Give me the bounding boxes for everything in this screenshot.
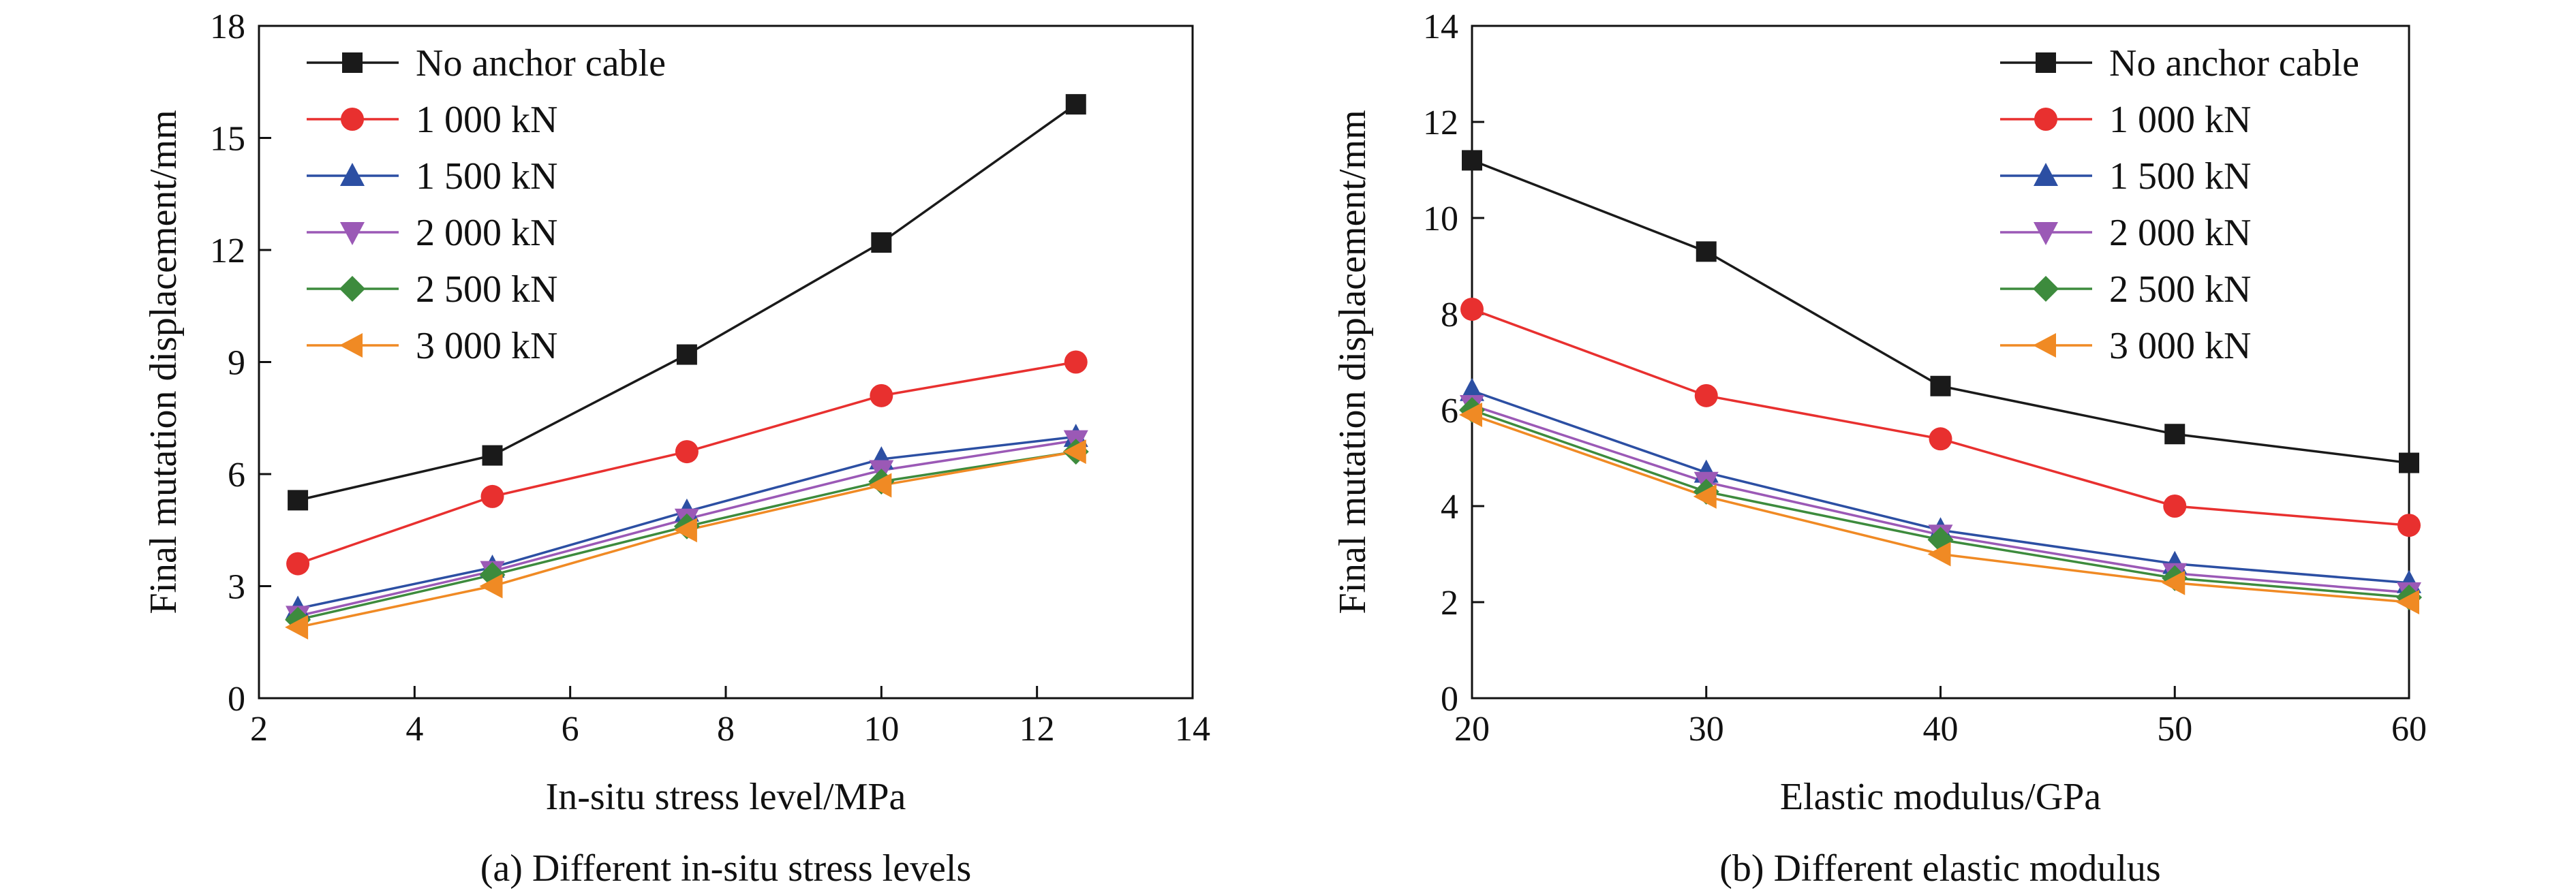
legend-label: 1 000 kN (2109, 99, 2251, 141)
legend-label: 3 000 kN (416, 325, 557, 367)
data-point (871, 232, 892, 253)
data-point (1696, 241, 1717, 262)
data-point (2164, 424, 2186, 445)
x-tick-label: 10 (863, 710, 899, 749)
y-tick-label: 15 (210, 120, 245, 159)
legend-marker (2033, 333, 2056, 358)
chart-b: 20 30 40 50 60 0 2 4 6 8 10 12 14 Elastic modulus/GPa… (1332, 7, 2427, 890)
data-point (1460, 297, 1484, 321)
x-tick-label: 14 (1175, 710, 1210, 749)
data-point (2162, 570, 2186, 595)
y-tick-label: 6 (228, 456, 245, 495)
legend-marker (2033, 276, 2059, 302)
legend-marker (341, 108, 364, 131)
data-point (1462, 150, 1482, 171)
legend-marker (342, 52, 363, 73)
x-tick-label: 60 (2391, 710, 2427, 749)
chart-caption: (b) Different elastic modulus (1719, 847, 2160, 890)
legend-marker (340, 163, 365, 186)
y-tick-label: 4 (1441, 488, 1458, 527)
legend-label: 1 000 kN (416, 99, 557, 141)
data-point (1927, 542, 1951, 567)
data-point (870, 383, 893, 407)
legend-marker (339, 276, 365, 302)
series-line (1471, 308, 2410, 527)
y-tick-label: 0 (228, 680, 245, 719)
y-tick-label: 8 (1441, 296, 1458, 334)
data-point (482, 445, 503, 466)
legend-label: 1 500 kN (416, 155, 557, 198)
y-axis-label: Final mutation displacement/mm (1332, 110, 1374, 614)
data-point (288, 490, 309, 511)
y-tick-label: 3 (228, 568, 245, 607)
data-point (1930, 375, 1951, 396)
x-tick-label: 6 (562, 710, 579, 749)
data-point (1694, 383, 1718, 407)
data-point (675, 440, 699, 464)
legend-marker (340, 222, 365, 245)
data-point (1062, 439, 1086, 465)
y-tick-label: 12 (1423, 104, 1458, 142)
x-tick-label: 8 (717, 710, 735, 749)
x-tick-label: 2 (250, 710, 268, 749)
data-point (285, 614, 309, 640)
x-axis-label: In-situ stress level/MPa (546, 776, 906, 818)
series-line (1471, 159, 2410, 465)
x-tick-label: 12 (1019, 710, 1055, 749)
legend-label: 2 500 kN (416, 268, 557, 311)
data-point (673, 518, 697, 543)
y-tick-label: 14 (1423, 7, 1458, 46)
y-tick-label: 6 (1441, 392, 1458, 430)
x-tick-label: 50 (2157, 710, 2192, 749)
series-line (297, 450, 1077, 629)
x-tick-label: 30 (1689, 710, 1724, 749)
legend-label: No anchor cable (416, 42, 666, 84)
data-point (1065, 94, 1086, 115)
data-point (2399, 452, 2419, 473)
legend-label: 3 000 kN (2109, 325, 2251, 367)
legend-marker (2036, 52, 2056, 73)
legend-marker (2034, 163, 2058, 186)
data-point (1459, 403, 1482, 428)
data-point (2396, 590, 2419, 614)
legend-label: 2 500 kN (2109, 268, 2251, 311)
y-tick-label: 18 (210, 7, 245, 46)
data-point (1693, 484, 1717, 509)
legend-label: 1 500 kN (2109, 155, 2251, 198)
data-point (480, 484, 504, 508)
y-tick-label: 2 (1441, 584, 1458, 623)
y-tick-label: 12 (210, 232, 245, 270)
x-axis-label: Elastic modulus/GPa (1780, 776, 2101, 818)
legend-marker (2034, 222, 2058, 245)
x-tick-label: 40 (1923, 710, 1959, 749)
legend-label: No anchor cable (2109, 42, 2359, 84)
data-point (1064, 350, 1088, 374)
legend-marker (2034, 108, 2057, 131)
legend-label: 2 000 kN (2109, 212, 2251, 254)
data-point (1929, 427, 1952, 451)
y-tick-label: 10 (1423, 200, 1458, 238)
data-point (286, 552, 310, 576)
legend-label: 2 000 kN (416, 212, 557, 254)
y-axis-label: Final mutation displacement/mm (142, 110, 185, 614)
chart-a: 2 4 6 8 10 12 14 0 3 6 9 12 15 18 In-situ stress level… (142, 7, 1210, 890)
x-tick-label: 20 (1454, 710, 1490, 749)
data-point (868, 473, 892, 498)
y-tick-label: 0 (1441, 680, 1458, 719)
data-point (2163, 495, 2187, 518)
chart-caption: (a) Different in-situ stress levels (480, 847, 972, 890)
x-tick-label: 4 (405, 710, 423, 749)
data-point (676, 344, 697, 365)
data-point (2397, 514, 2421, 537)
legend-marker (339, 333, 363, 358)
y-tick-label: 9 (228, 344, 245, 383)
data-point (479, 574, 503, 599)
